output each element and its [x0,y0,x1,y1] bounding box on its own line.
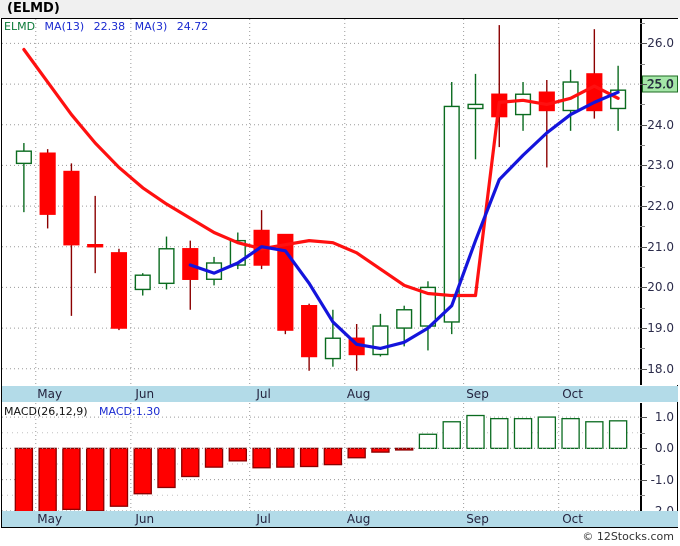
price-month-label: May [37,387,63,401]
price-tick-mark [640,368,647,370]
macd-month-axis: May Jun Jul Aug Sep Oct [2,511,678,527]
macd-month-label: Aug [346,512,371,526]
price-tick-label: 25.0 [647,77,674,92]
legend-ma-slow-label: MA(3) [134,20,168,33]
price-tick-mark [640,287,647,289]
price-tick-mark-minor [640,267,645,269]
price-tick-label: 23.0 [647,158,674,173]
macd-tick-mark-minor [640,464,645,465]
macd-chart-pane[interactable] [2,403,640,525]
price-tick-mark-minor [640,63,645,65]
legend-ma-fast-value: 22.38 [93,20,126,33]
window-titlebar: (ELMD) [0,0,680,18]
price-chart-pane[interactable] [2,19,640,385]
price-tick-label: 18.0 [647,361,674,376]
price-tick-label: 26.0 [647,36,674,51]
price-tick-mark [640,43,647,45]
price-tick-mark-minor [640,307,645,309]
price-month-label: Oct [562,387,583,401]
price-tick-mark [640,165,647,167]
macd-tick-mark [640,448,647,450]
price-legend: ELMD MA(13) 22.38 MA(3) 24.72 [4,20,208,33]
price-tick-mark [640,206,647,208]
price-month-label: Jun [135,387,155,401]
price-tick-mark-minor [640,348,645,350]
macd-month-label: Oct [562,512,583,526]
window-title: (ELMD) [7,1,60,16]
macd-month-label: Jul [256,512,271,526]
price-tick-label: 22.0 [647,199,674,214]
price-tick-label: 19.0 [647,321,674,336]
macd-month-label: Sep [466,512,489,526]
price-tick-label: 20.0 [647,280,674,295]
price-axis-line [640,19,642,385]
legend-ma-slow-value: 24.72 [176,20,209,33]
price-month-label: Sep [466,387,489,401]
price-tick-mark [640,84,647,86]
price-tick-mark-minor [640,23,645,25]
macd-tick-mark-minor [640,495,645,497]
copyright-footer: © 12Stocks.com [582,530,674,543]
price-month-label: Aug [346,387,371,401]
legend-ma-fast-label: MA(13) [44,20,85,33]
macd-month-label: Jun [135,512,155,526]
price-month-axis: May Jun Jul Aug Sep Oct [2,386,678,402]
macd-tick-label: 0.0 [654,441,674,456]
macd-month-label: May [37,512,63,526]
price-tick-label: 24.0 [647,117,674,132]
price-tick-mark-minor [640,104,645,106]
price-month-label: Jul [256,387,271,401]
price-tick-mark-minor [640,185,645,187]
price-tick-label: 21.0 [647,239,674,254]
price-tick-mark-minor [640,145,645,147]
price-tick-mark [640,124,647,126]
macd-tick-label: -1.0 [650,472,674,487]
macd-tick-mark-minor [640,432,645,434]
macd-value-label: MACD:1.30 [99,405,161,418]
macd-y-axis: 1.00.0-1.0-2.0 [640,403,678,525]
macd-indicator-label: MACD(26,12,9) [4,405,88,418]
macd-tick-mark [640,417,647,419]
macd-tick-label: 1.0 [654,410,674,425]
macd-legend: MACD(26,12,9) MACD:1.30 [4,405,160,418]
price-y-axis: 25.0 26.0 25.0 24.0 23.0 22.0 21.0 20.0 19.0 18.… [640,19,678,385]
price-tick-mark-minor [640,226,645,228]
legend-symbol: ELMD [4,20,36,33]
macd-tick-mark [640,479,647,481]
price-tick-mark [640,328,647,330]
macd-chart-canvas [2,403,640,525]
price-tick-mark [640,246,647,248]
price-chart-canvas [2,19,640,385]
